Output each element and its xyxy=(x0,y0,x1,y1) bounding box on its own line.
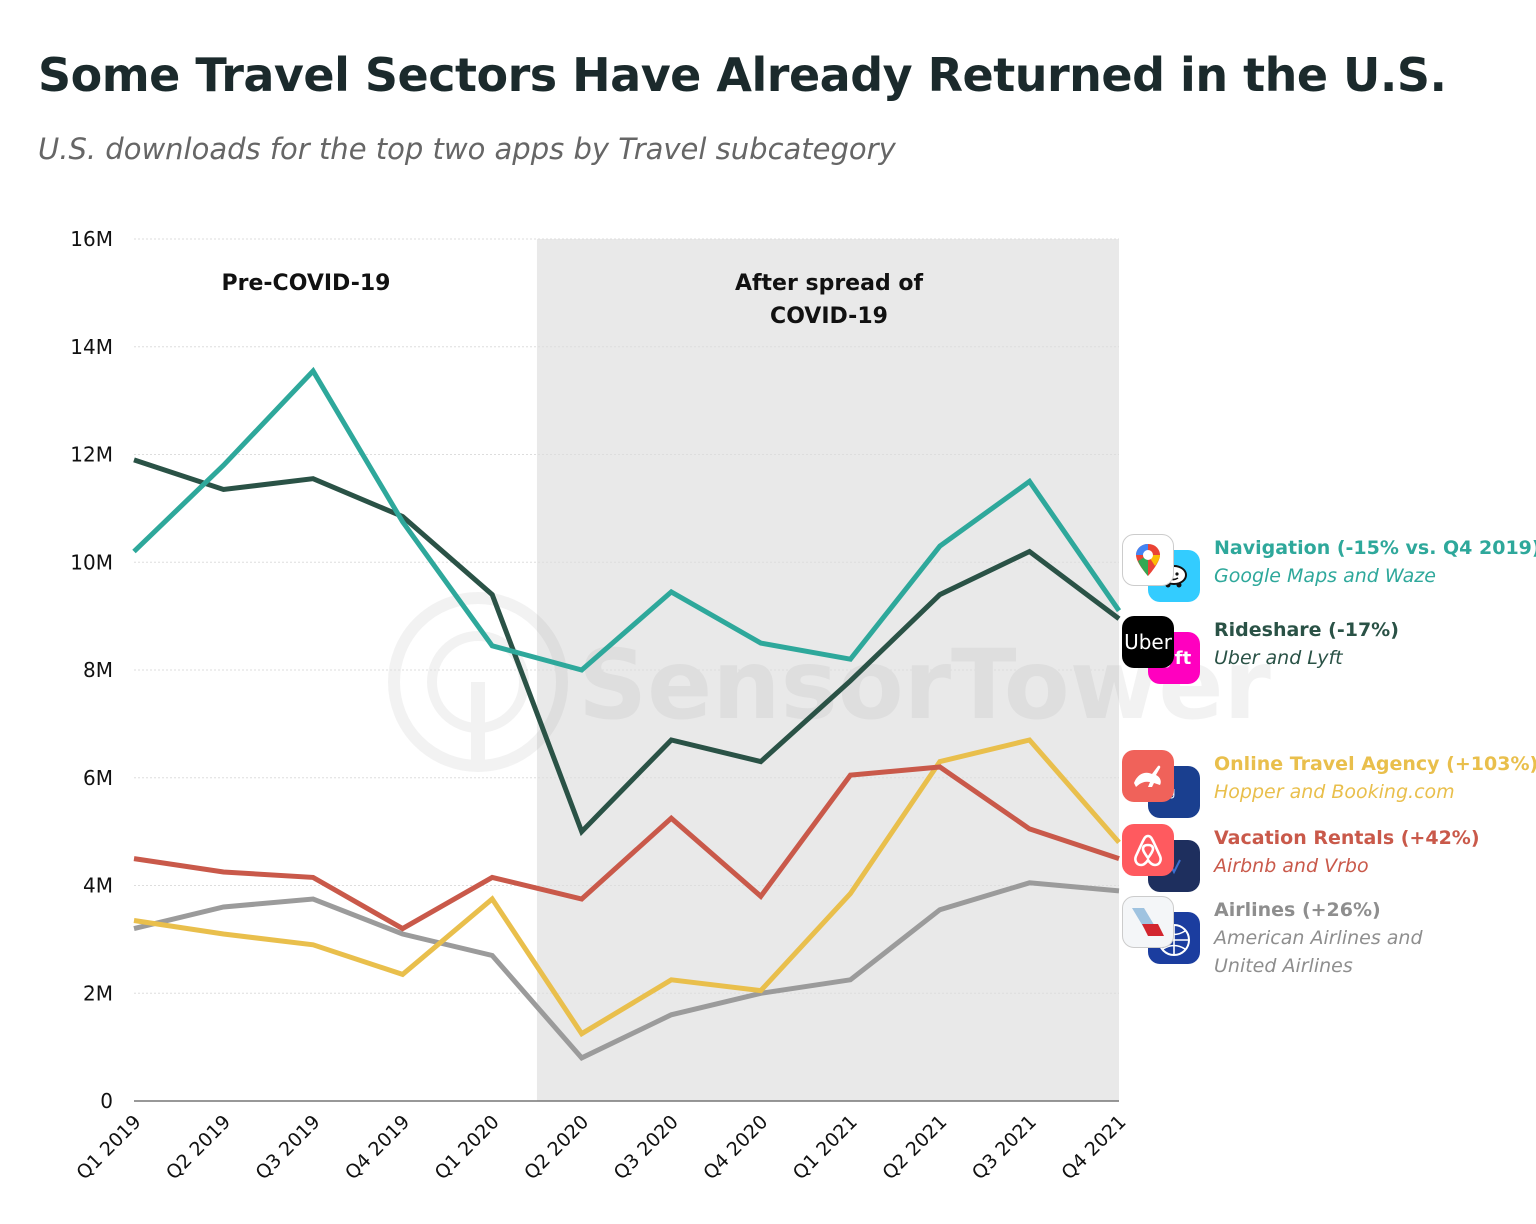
series-line-vacation-rentals xyxy=(133,764,1120,932)
y-tick-label: 2M xyxy=(83,981,113,1005)
legend-subtitle: Hopper and Booking.com xyxy=(1214,781,1455,803)
legend-subtitle: Airbnb and Vrbo xyxy=(1214,855,1369,877)
x-tick-label: Q1 2020 xyxy=(431,1111,504,1184)
legend-title: Airlines (+26%) xyxy=(1214,899,1381,921)
legend-subtitle: Google Maps and Waze xyxy=(1214,565,1436,587)
region-labels: Pre-COVID-19 After spread of COVID-19 xyxy=(222,271,924,329)
legend-subtitle: American Airlines and xyxy=(1214,927,1423,949)
uber-icon: Uber xyxy=(1122,616,1174,668)
legend-text: Online Travel Agency (+103%) Hopper and B… xyxy=(1214,750,1536,806)
series-line-navigation xyxy=(132,366,1122,673)
y-tick-label: 16M xyxy=(70,227,113,251)
region-label-after-covid: COVID-19 xyxy=(770,304,888,329)
legend-subtitle: United Airlines xyxy=(1214,955,1353,977)
x-tick-label: Q3 2020 xyxy=(610,1111,683,1184)
series-line-online-travel-agency xyxy=(133,737,1121,1038)
x-tick-label: Q4 2021 xyxy=(1057,1111,1130,1184)
x-axis-ticks: Q1 2019 Q2 2019 Q3 2019 Q4 2019 Q1 2020 Q2 20… xyxy=(72,1111,1130,1184)
legend-text: Airlines (+26%) American Airlines and Unit… xyxy=(1214,896,1423,980)
hopper-icon xyxy=(1122,750,1174,802)
x-tick-label: Q1 2021 xyxy=(789,1111,862,1184)
y-tick-label: 6M xyxy=(83,766,113,790)
airbnb-icon xyxy=(1122,824,1174,876)
legend-title: Online Travel Agency (+103%) xyxy=(1214,753,1536,775)
y-tick-label: 10M xyxy=(70,550,113,574)
google-maps-icon xyxy=(1122,534,1174,586)
series-lines xyxy=(132,366,1122,1061)
x-tick-label: Q2 2021 xyxy=(878,1111,951,1184)
y-axis-ticks: 0 2M 4M 6M 8M 10M 12M 14M 16M xyxy=(70,227,113,1113)
x-tick-label: Q2 2019 xyxy=(162,1111,235,1184)
region-label-pre-covid: Pre-COVID-19 xyxy=(222,271,391,296)
x-tick-label: Q4 2020 xyxy=(699,1111,772,1184)
legend-title: Vacation Rentals (+42%) xyxy=(1214,827,1480,849)
legend-text: Vacation Rentals (+42%) Airbnb and Vrbo xyxy=(1214,824,1480,880)
legend-title: Rideshare (-17%) xyxy=(1214,619,1399,641)
x-tick-label: Q2 2020 xyxy=(520,1111,593,1184)
x-tick-label: Q3 2019 xyxy=(251,1111,324,1184)
series-line-airlines xyxy=(133,880,1120,1061)
y-tick-label: 8M xyxy=(83,658,113,682)
region-label-after-covid: After spread of xyxy=(735,271,924,296)
x-tick-label: Q1 2019 xyxy=(72,1111,145,1184)
y-tick-label: 4M xyxy=(83,874,113,898)
x-tick-label: Q3 2021 xyxy=(968,1111,1041,1184)
legend-text: Navigation (-15% vs. Q4 2019) Google Maps… xyxy=(1214,534,1536,590)
american-airlines-icon xyxy=(1122,896,1174,948)
y-tick-label: 14M xyxy=(70,335,113,359)
y-tick-label: 12M xyxy=(70,443,113,467)
legend-subtitle: Uber and Lyft xyxy=(1214,647,1343,669)
legend-text: Rideshare (-17%) Uber and Lyft xyxy=(1214,616,1399,672)
y-tick-label: 0 xyxy=(100,1089,113,1113)
series-line-rideshare xyxy=(133,457,1121,837)
chart-subtitle: U.S. downloads for the top two apps by T… xyxy=(38,132,896,166)
x-tick-label: Q4 2019 xyxy=(341,1111,414,1184)
chart-title: Some Travel Sectors Have Already Returne… xyxy=(38,48,1447,102)
gridlines xyxy=(134,238,1119,1102)
legend-title: Navigation (-15% vs. Q4 2019) xyxy=(1214,537,1536,559)
